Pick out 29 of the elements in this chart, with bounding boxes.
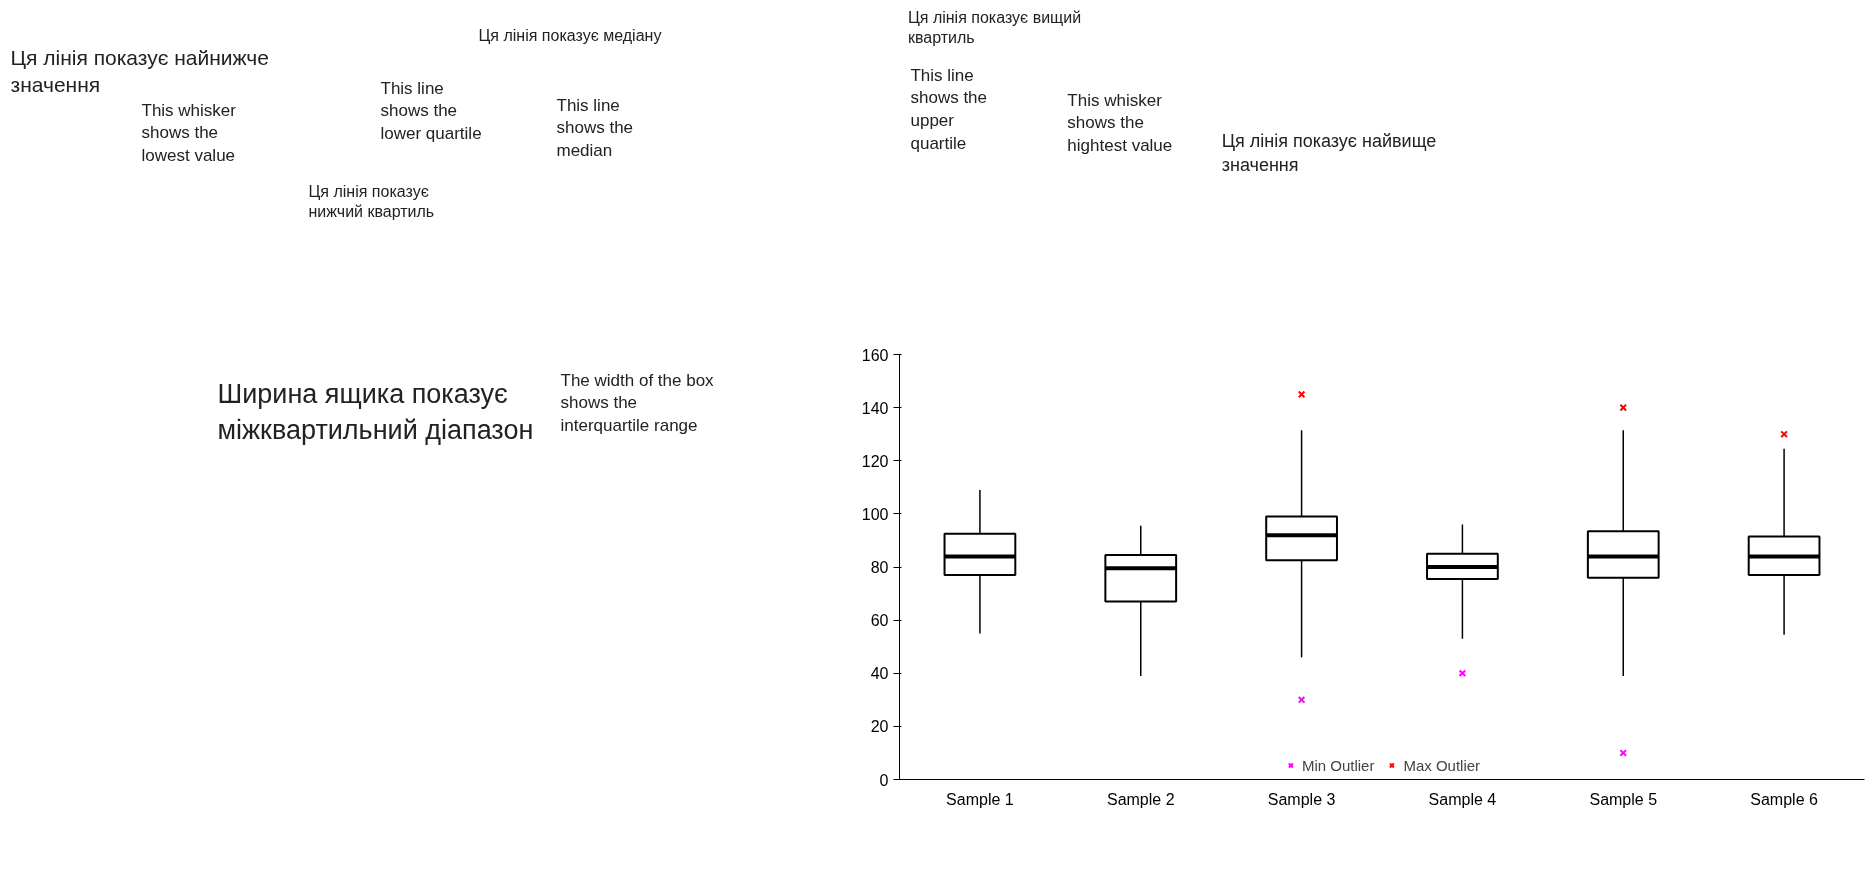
text: The width of the box shows the interquartile range: [560, 370, 715, 436]
legend-label: Max Outlier: [1403, 756, 1481, 774]
text: Ця лінія показує нижчий квартиль: [308, 182, 435, 220]
y-tick-label: 40: [870, 665, 889, 683]
x-tick-label: Sample 5: [1589, 790, 1658, 808]
x-tick-label: Sample 4: [1428, 790, 1497, 808]
x-tick-label: Sample 3: [1267, 790, 1336, 808]
text: Ця лінія показує вищий квартиль: [907, 8, 1082, 46]
text: This line shows the lower quartile: [380, 78, 482, 144]
y-tick-label: 120: [861, 452, 889, 470]
y-tick-label: 0: [879, 771, 889, 789]
y-tick-label: 60: [870, 612, 889, 630]
y-tick-label: 160: [861, 346, 889, 364]
text: Ширина ящика показує міжквартильний діапазон: [217, 378, 534, 445]
x-tick-label: Sample 2: [1106, 790, 1175, 808]
text: Ця лінія показує найнижче значення: [10, 45, 269, 97]
text: This whisker shows the lowest value: [141, 100, 237, 166]
y-tick-label: 140: [861, 399, 889, 417]
text: This line shows the median: [556, 95, 634, 161]
legend-label: Min Outlier: [1301, 756, 1375, 774]
x-tick-label: Sample 6: [1750, 790, 1818, 808]
text: Ця лінія показує медіану: [478, 26, 662, 44]
text: Ця лінія показує найвище значення: [1221, 130, 1437, 175]
x-tick-label: Sample 1: [946, 790, 1014, 808]
y-tick-label: 80: [870, 559, 889, 576]
text: This line shows the upper quartile: [910, 65, 988, 153]
y-tick-label: 20: [870, 718, 889, 736]
text: This whisker shows the hightest value: [1067, 90, 1173, 156]
y-tick-label: 100: [861, 505, 889, 523]
